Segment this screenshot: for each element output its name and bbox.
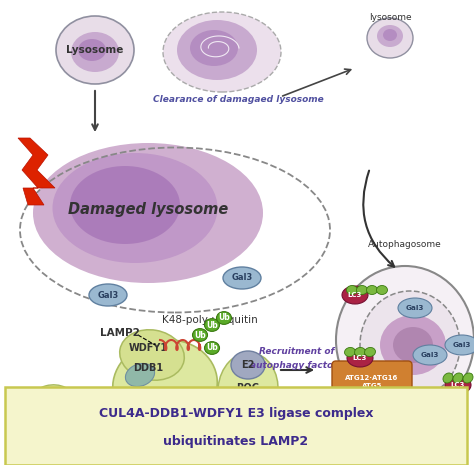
Ellipse shape xyxy=(377,25,403,47)
Text: DDB1: DDB1 xyxy=(133,363,163,373)
Text: autophagy factors: autophagy factors xyxy=(250,361,344,371)
Ellipse shape xyxy=(113,340,217,430)
Ellipse shape xyxy=(204,342,219,354)
Ellipse shape xyxy=(32,392,52,407)
Ellipse shape xyxy=(367,18,413,58)
Text: Lysosome: Lysosome xyxy=(66,45,124,55)
Ellipse shape xyxy=(398,298,432,318)
FancyBboxPatch shape xyxy=(332,361,412,404)
Ellipse shape xyxy=(355,347,365,357)
Ellipse shape xyxy=(190,30,238,66)
Text: Ub: Ub xyxy=(206,320,218,330)
Text: ubiquitinates LAMP2: ubiquitinates LAMP2 xyxy=(164,434,309,447)
Text: WDFY1: WDFY1 xyxy=(128,343,168,353)
Ellipse shape xyxy=(393,327,433,363)
Text: Ub: Ub xyxy=(206,344,218,352)
Ellipse shape xyxy=(56,16,134,84)
Text: Gal3: Gal3 xyxy=(421,352,439,358)
Text: Ub: Ub xyxy=(218,313,230,323)
Text: LC3: LC3 xyxy=(451,382,465,388)
Ellipse shape xyxy=(347,349,373,367)
Ellipse shape xyxy=(366,286,377,294)
Ellipse shape xyxy=(89,284,127,306)
Text: CUL4A: CUL4A xyxy=(153,387,191,397)
Text: LC3: LC3 xyxy=(353,355,367,361)
Ellipse shape xyxy=(78,39,106,61)
Ellipse shape xyxy=(70,166,180,244)
Ellipse shape xyxy=(360,291,460,399)
Ellipse shape xyxy=(177,20,257,80)
Ellipse shape xyxy=(342,286,368,304)
Ellipse shape xyxy=(346,286,357,294)
Ellipse shape xyxy=(453,373,463,383)
Ellipse shape xyxy=(356,286,367,294)
Text: Ub: Ub xyxy=(194,331,206,339)
Ellipse shape xyxy=(26,385,78,431)
Ellipse shape xyxy=(217,312,231,325)
Ellipse shape xyxy=(345,347,356,357)
Text: Gal3: Gal3 xyxy=(97,291,118,299)
Text: Gal3: Gal3 xyxy=(406,305,424,311)
Text: Gal3: Gal3 xyxy=(453,342,471,348)
Ellipse shape xyxy=(218,352,278,427)
Ellipse shape xyxy=(445,335,474,355)
Ellipse shape xyxy=(376,286,388,294)
Text: E2: E2 xyxy=(241,360,255,370)
Text: Damaged lysosome: Damaged lysosome xyxy=(68,202,228,218)
Ellipse shape xyxy=(443,373,453,383)
Polygon shape xyxy=(18,138,55,205)
Ellipse shape xyxy=(43,417,61,447)
Ellipse shape xyxy=(204,319,219,332)
Ellipse shape xyxy=(223,267,261,289)
Text: Clearance of damagaed lysosome: Clearance of damagaed lysosome xyxy=(153,95,323,105)
Text: CUL4A-DDB1-WDFY1 E3 ligase complex: CUL4A-DDB1-WDFY1 E3 ligase complex xyxy=(99,406,373,419)
Ellipse shape xyxy=(445,376,471,394)
Text: Autophagosome: Autophagosome xyxy=(368,240,442,250)
Ellipse shape xyxy=(163,12,281,92)
Ellipse shape xyxy=(231,351,265,379)
Text: lysosome: lysosome xyxy=(369,13,411,22)
Ellipse shape xyxy=(120,330,184,380)
Ellipse shape xyxy=(463,373,473,383)
Ellipse shape xyxy=(49,397,61,407)
Text: LAMP2: LAMP2 xyxy=(100,328,140,338)
Text: Gal3: Gal3 xyxy=(231,273,253,283)
FancyBboxPatch shape xyxy=(5,387,467,465)
Ellipse shape xyxy=(126,364,155,386)
Text: Recruitment of: Recruitment of xyxy=(259,347,335,357)
Text: ATG12·ATG16
ATG5: ATG12·ATG16 ATG5 xyxy=(346,375,399,389)
Ellipse shape xyxy=(33,143,263,283)
Ellipse shape xyxy=(192,329,208,341)
Text: ROC: ROC xyxy=(237,383,259,393)
Ellipse shape xyxy=(71,32,119,72)
Ellipse shape xyxy=(365,347,375,357)
Ellipse shape xyxy=(383,29,397,41)
Text: K48-poly-ubiquitin: K48-poly-ubiquitin xyxy=(162,315,258,325)
Ellipse shape xyxy=(413,345,447,365)
Ellipse shape xyxy=(380,315,446,375)
Ellipse shape xyxy=(336,266,474,414)
Text: LC3: LC3 xyxy=(348,292,362,298)
Ellipse shape xyxy=(53,153,218,263)
Text: NEDD8: NEDD8 xyxy=(230,399,265,407)
